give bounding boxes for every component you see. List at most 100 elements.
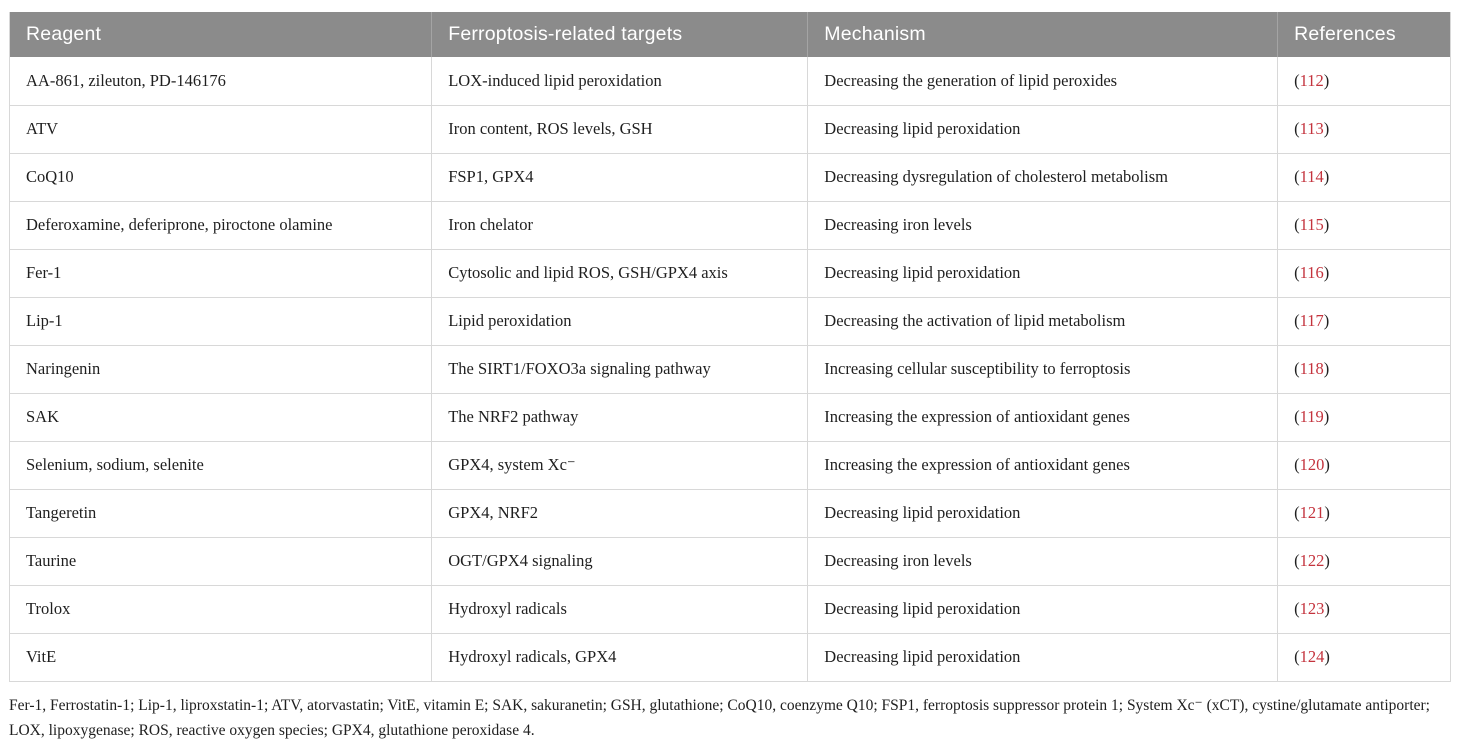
mechanism-cell: Decreasing lipid peroxidation: [807, 248, 1279, 298]
table-row: Lip-1 Lipid peroxidation Decreasing the …: [8, 296, 1451, 346]
paren-open: (: [1294, 599, 1300, 618]
targets-cell: The NRF2 pathway: [431, 392, 809, 442]
mechanism-cell: Decreasing lipid peroxidation: [807, 584, 1279, 634]
paren-close: ): [1323, 119, 1330, 138]
ferroptosis-reagent-table: Reagent Ferroptosis-related targets Mech…: [8, 12, 1451, 682]
table-row: Tangeretin GPX4, NRF2 Decreasing lipid p…: [8, 488, 1451, 538]
reagent-cell: CoQ10: [8, 152, 433, 202]
table-row: Fer-1 Cytosolic and lipid ROS, GSH/GPX4 …: [8, 248, 1451, 298]
reference-cell: (122): [1277, 536, 1451, 586]
mechanism-cell: Increasing cellular susceptibility to fe…: [807, 344, 1279, 394]
reference-link[interactable]: 122: [1299, 551, 1325, 570]
targets-cell: FSP1, GPX4: [431, 152, 809, 202]
reagent-cell: VitE: [8, 632, 433, 682]
reagent-cell: AA-861, zileuton, PD-146176: [8, 57, 433, 106]
paren-close: ): [1323, 70, 1330, 90]
table-row: Trolox Hydroxyl radicals Decreasing lipi…: [8, 584, 1451, 634]
reference-cell: (118): [1277, 344, 1451, 394]
mechanism-cell: Decreasing iron levels: [807, 200, 1279, 250]
targets-cell: Iron content, ROS levels, GSH: [431, 104, 809, 154]
reference-link[interactable]: 113: [1299, 119, 1324, 138]
mechanism-cell: Increasing the expression of antioxidant…: [807, 440, 1279, 490]
reference-cell: (113): [1277, 104, 1451, 154]
reference-link[interactable]: 116: [1299, 263, 1324, 282]
paren-close: ): [1324, 455, 1330, 474]
reference-link[interactable]: 120: [1299, 455, 1325, 474]
paren-open: (: [1294, 167, 1300, 186]
targets-cell: Iron chelator: [431, 200, 809, 250]
table-row: Taurine OGT/GPX4 signaling Decreasing ir…: [8, 536, 1451, 586]
paren-close: ): [1323, 167, 1330, 186]
paren-close: ): [1323, 215, 1330, 234]
mechanism-cell: Decreasing lipid peroxidation: [807, 488, 1279, 538]
reference-cell: (112): [1277, 57, 1451, 106]
table-footnote: Fer-1, Ferrostatin-1; Lip-1, liproxstati…: [9, 696, 1430, 739]
targets-cell: Hydroxyl radicals, GPX4: [431, 632, 809, 682]
paren-open: (: [1294, 119, 1300, 138]
paren-open: (: [1294, 551, 1300, 570]
paren-close: ): [1324, 503, 1330, 522]
reagent-cell: ATV: [8, 104, 433, 154]
reagent-cell: SAK: [8, 392, 433, 442]
mechanism-cell: Decreasing lipid peroxidation: [807, 104, 1279, 154]
table-row: Naringenin The SIRT1/FOXO3a signaling pa…: [8, 344, 1451, 394]
reference-link[interactable]: 117: [1299, 311, 1324, 330]
mechanism-cell: Increasing the expression of antioxidant…: [807, 392, 1279, 442]
column-header-references: References: [1277, 12, 1451, 57]
reference-link[interactable]: 114: [1299, 167, 1324, 186]
reagent-cell: Deferoxamine, deferiprone, piroctone ola…: [8, 200, 433, 250]
reference-link[interactable]: 123: [1299, 599, 1325, 618]
paren-close: ): [1323, 311, 1330, 330]
column-header-reagent: Reagent: [9, 12, 432, 57]
table-row: SAK The NRF2 pathway Increasing the expr…: [8, 392, 1451, 442]
reagent-cell: Lip-1: [8, 296, 433, 346]
table-row: CoQ10 FSP1, GPX4 Decreasing dysregulatio…: [8, 152, 1451, 202]
mechanism-cell: Decreasing iron levels: [807, 536, 1279, 586]
mechanism-cell: Decreasing the activation of lipid metab…: [807, 296, 1279, 346]
reference-link[interactable]: 112: [1299, 70, 1324, 90]
paren-close: ): [1324, 599, 1330, 618]
targets-cell: Lipid peroxidation: [431, 296, 809, 346]
table-row: ATV Iron content, ROS levels, GSH Decrea…: [8, 104, 1451, 154]
reference-cell: (124): [1277, 632, 1451, 682]
paren-close: ): [1323, 263, 1330, 282]
paren-open: (: [1294, 455, 1300, 474]
paren-close: ): [1324, 551, 1330, 570]
reagent-cell: Taurine: [8, 536, 433, 586]
reagent-table-figure: Reagent Ferroptosis-related targets Mech…: [8, 12, 1451, 743]
targets-cell: Cytosolic and lipid ROS, GSH/GPX4 axis: [431, 248, 809, 298]
paren-close: ): [1324, 647, 1330, 666]
targets-cell: The SIRT1/FOXO3a signaling pathway: [431, 344, 809, 394]
table-row: VitE Hydroxyl radicals, GPX4 Decreasing …: [8, 632, 1451, 682]
table-row: AA-861, zileuton, PD-146176 LOX-induced …: [8, 57, 1451, 106]
targets-cell: LOX-induced lipid peroxidation: [431, 57, 809, 106]
column-header-targets: Ferroptosis-related targets: [431, 12, 808, 57]
reference-cell: (119): [1277, 392, 1451, 442]
reference-cell: (114): [1277, 152, 1451, 202]
paren-open: (: [1294, 503, 1300, 522]
paren-open: (: [1294, 647, 1300, 666]
reference-link[interactable]: 118: [1299, 359, 1324, 378]
reagent-cell: Tangeretin: [8, 488, 433, 538]
reference-link[interactable]: 121: [1299, 503, 1325, 522]
table-row: Selenium, sodium, selenite GPX4, system …: [8, 440, 1451, 490]
paren-open: (: [1294, 359, 1300, 378]
reagent-cell: Trolox: [8, 584, 433, 634]
paren-close: ): [1323, 359, 1330, 378]
table-row: Deferoxamine, deferiprone, piroctone ola…: [8, 200, 1451, 250]
reference-link[interactable]: 124: [1299, 647, 1325, 666]
mechanism-cell: Decreasing dysregulation of cholesterol …: [807, 152, 1279, 202]
paren-open: (: [1294, 70, 1300, 90]
paren-open: (: [1294, 407, 1300, 426]
targets-cell: Hydroxyl radicals: [431, 584, 809, 634]
reference-cell: (115): [1277, 200, 1451, 250]
table-body: AA-861, zileuton, PD-146176 LOX-induced …: [8, 57, 1451, 682]
reference-cell: (120): [1277, 440, 1451, 490]
reagent-cell: Selenium, sodium, selenite: [8, 440, 433, 490]
table-header: Reagent Ferroptosis-related targets Mech…: [9, 12, 1451, 57]
paren-close: ): [1323, 407, 1330, 426]
reference-link[interactable]: 115: [1299, 215, 1324, 234]
paren-open: (: [1294, 215, 1300, 234]
paren-open: (: [1294, 311, 1300, 330]
reference-link[interactable]: 119: [1299, 407, 1324, 426]
